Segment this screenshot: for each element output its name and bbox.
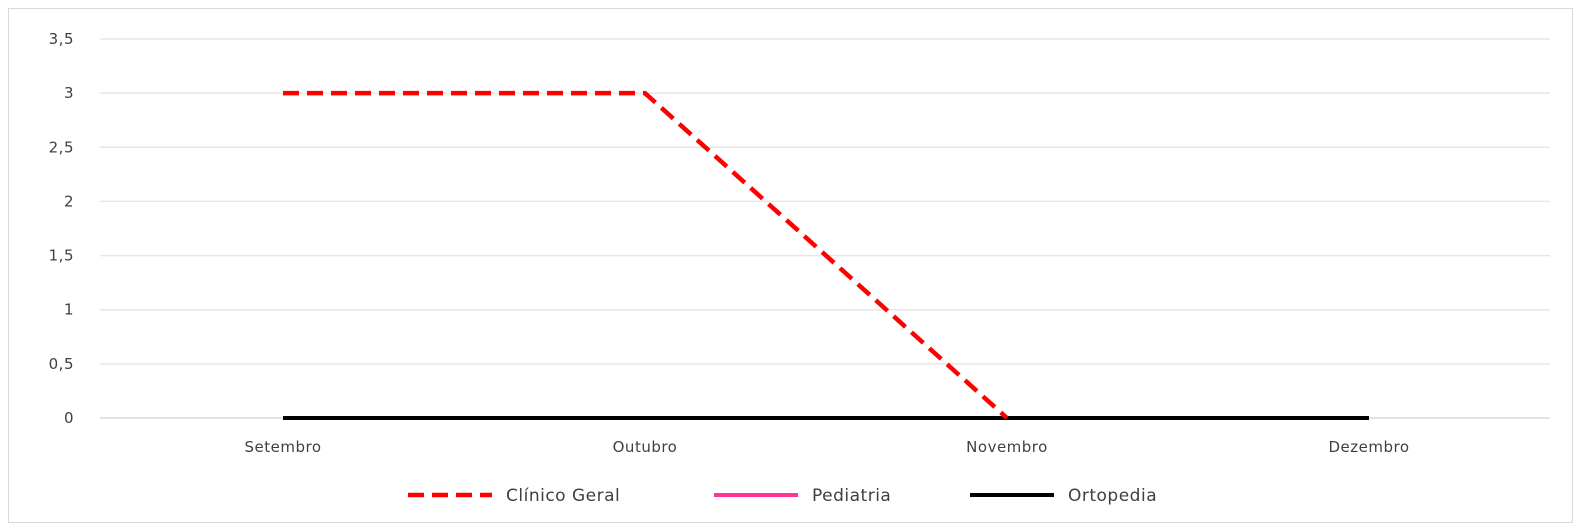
y-tick-label: 0 bbox=[64, 409, 74, 427]
legend-label: Clínico Geral bbox=[506, 486, 620, 506]
series-lines bbox=[283, 90, 1369, 420]
x-tick-label: Setembro bbox=[244, 438, 321, 456]
y-tick-label: 1 bbox=[64, 301, 74, 319]
y-tick-label: 3 bbox=[64, 84, 74, 102]
y-tick-label: 0,5 bbox=[49, 355, 74, 373]
x-tick-label: Novembro bbox=[966, 438, 1048, 456]
y-tick-label: 1,5 bbox=[49, 247, 74, 265]
legend-label: Ortopedia bbox=[1068, 486, 1157, 506]
y-tick-label: 2 bbox=[64, 192, 74, 210]
gridlines bbox=[100, 38, 1550, 419]
legend-label: Pediatria bbox=[812, 486, 891, 506]
y-axis-ticks: 0 0,5 1 1,5 2 2,5 3 3,5 bbox=[49, 30, 74, 427]
legend: Clínico Geral Pediatria Ortopedia bbox=[408, 486, 1157, 506]
x-axis-ticks: Setembro Outubro Novembro Dezembro bbox=[244, 438, 1409, 456]
y-tick-label: 3,5 bbox=[49, 30, 74, 48]
x-tick-label: Outubro bbox=[613, 438, 678, 456]
x-tick-label: Dezembro bbox=[1328, 438, 1409, 456]
y-tick-label: 2,5 bbox=[49, 138, 74, 156]
series-line-cl-nico-geral bbox=[283, 90, 1009, 420]
